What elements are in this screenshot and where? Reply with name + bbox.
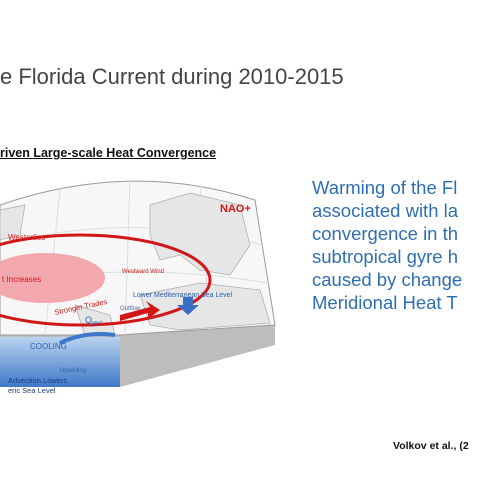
nao-label: NAO+ <box>220 203 251 215</box>
q-subscript: MHT <box>92 321 103 327</box>
q-symbol: Q <box>85 315 92 325</box>
slide-title: e Florida Current during 2010-2015 <box>0 64 344 89</box>
cooling-label: COOLING <box>30 342 67 351</box>
trade-arrow <box>120 301 160 321</box>
westward-wind-label: Westward Wind <box>122 269 164 275</box>
schematic-map: NAO+ Westerlies t Increases Westward Win… <box>0 179 276 395</box>
outflow-label: Outflow <box>120 306 141 312</box>
outflow-arrow <box>177 297 199 315</box>
heat-region <box>0 253 105 303</box>
upwelling-label: Upwelling <box>60 368 86 374</box>
body-line: Warming of the Fl <box>312 177 458 198</box>
body-line: caused by change <box>312 269 463 290</box>
body-line: Meridional Heat T <box>312 292 458 313</box>
land <box>0 192 271 336</box>
gyre-loop <box>0 233 212 327</box>
body-line: associated with la <box>312 200 459 221</box>
q-label: QMHT <box>85 315 103 327</box>
advection-arrow <box>59 332 116 345</box>
figure-heading: riven Large-scale Heat Convergence <box>0 146 217 160</box>
increases-label: t Increases <box>2 275 41 284</box>
body-text: Warming of the Fl associated with la conve… <box>312 176 462 314</box>
citation: Volkov et al., (2 <box>393 440 469 452</box>
advection-label-2: eric Sea Level <box>8 386 56 395</box>
mediterranean-label: Lower Mediterranean Sea Level <box>133 292 233 299</box>
westerlies-label: Westerlies <box>8 233 45 242</box>
body-line: convergence in th <box>312 223 459 244</box>
body-line: subtropical gyre h <box>312 246 459 267</box>
advection-label-1: Advection Lowers <box>8 376 67 385</box>
cross-section <box>0 337 120 387</box>
